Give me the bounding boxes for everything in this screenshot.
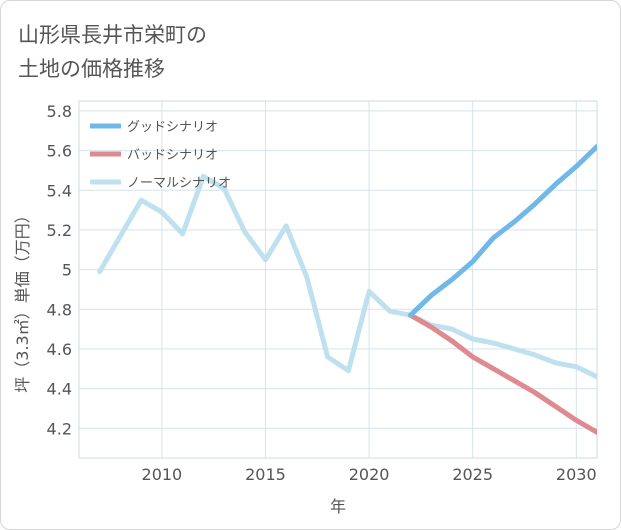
legend-label-good: グッドシナリオ <box>127 120 218 135</box>
plot-area-border <box>78 100 598 459</box>
chart-title-line-2: 土地の価格推移 <box>18 57 165 81</box>
y-tick-label-5: 5 <box>62 261 72 280</box>
chart-title-line-1: 山形県長井市栄町の <box>18 23 207 47</box>
x-tick-label-2015: 2015 <box>245 465 286 484</box>
y-tick-label-5.2: 5.2 <box>47 221 72 240</box>
x-tick-label-2020: 2020 <box>349 465 390 484</box>
x-axis-label: 年 <box>330 497 346 516</box>
y-axis-ticks: 4.2 4.4 4.6 4.8 5 5.2 5.4 5.6 5.8 <box>47 102 72 438</box>
x-axis-ticks: 2010 2015 2020 2025 2030 <box>142 465 597 484</box>
y-tick-label-4.4: 4.4 <box>47 380 72 399</box>
y-tick-label-4.2: 4.2 <box>47 419 72 438</box>
x-tick-label-2010: 2010 <box>142 465 183 484</box>
y-tick-label-4.8: 4.8 <box>47 300 72 319</box>
x-tick-label-2025: 2025 <box>452 465 493 484</box>
y-axis-label: 坪（3.3㎡）単価（万円） <box>13 207 32 392</box>
y-tick-label-5.4: 5.4 <box>47 181 72 200</box>
legend-label-bad: バッドシナリオ <box>127 148 218 163</box>
series-lines <box>97 144 597 435</box>
series-line-bad <box>408 312 597 435</box>
x-tick-label-2030: 2030 <box>556 465 597 484</box>
series-line-normal <box>97 173 597 380</box>
y-tick-label-5.6: 5.6 <box>47 142 72 161</box>
legend-label-normal: ノーマルシナリオ <box>127 176 231 191</box>
chart-title: 山形県長井市栄町の 土地の価格推移 <box>18 18 438 86</box>
series-line-good <box>408 144 597 318</box>
y-tick-label-4.6: 4.6 <box>47 340 72 359</box>
y-tick-label-5.8: 5.8 <box>47 102 72 121</box>
